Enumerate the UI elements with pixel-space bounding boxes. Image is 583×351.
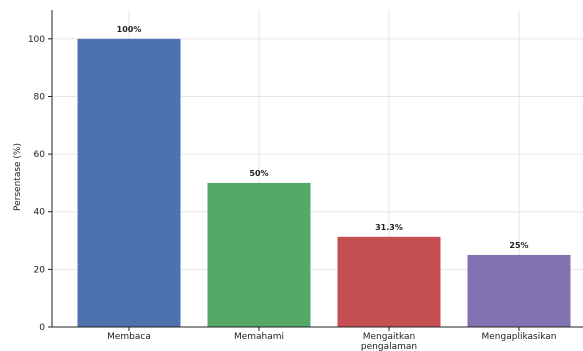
- x-tick-label-line: Mengaitkan: [363, 332, 416, 342]
- y-tick-label: 100: [28, 35, 45, 45]
- y-tick-label: 0: [39, 323, 45, 333]
- x-tick-labels: Membaca Memahami Mengaitkan pengalamanMenga…: [107, 327, 556, 351]
- y-tick-label: 20: [34, 265, 46, 275]
- x-tick-label: Mengaitkan pengalaman: [361, 332, 417, 351]
- data-label: 100%: [117, 25, 142, 34]
- x-tick-label: Mengaplikasikan: [482, 332, 557, 342]
- y-axis-title: Persentase (%): [13, 143, 23, 211]
- bar: [467, 254, 571, 327]
- x-tick-label-line: Mengaplikasikan: [482, 332, 557, 342]
- y-tick-label: 60: [34, 150, 46, 160]
- y-tick-labels: 0 20 40 60 80 100: [28, 35, 52, 333]
- x-tick-label-line: Membaca: [107, 332, 151, 342]
- x-tick-label: Membaca: [107, 332, 151, 342]
- data-label: 50%: [249, 169, 268, 178]
- bars: [77, 38, 571, 328]
- x-tick-label-line: Memahami: [234, 332, 284, 342]
- data-label: 25%: [509, 241, 528, 250]
- bar: [77, 38, 181, 328]
- x-tick-label-line: pengalaman: [361, 342, 417, 351]
- y-tick-label: 40: [34, 208, 46, 218]
- axes: [51, 10, 583, 328]
- bar: [337, 236, 441, 327]
- data-labels: 100% 50% 31.3% 25%: [117, 25, 529, 250]
- data-label: 31.3%: [375, 223, 403, 232]
- bar: [207, 182, 311, 327]
- x-tick-label: Memahami: [234, 332, 284, 342]
- y-tick-label: 80: [34, 92, 46, 102]
